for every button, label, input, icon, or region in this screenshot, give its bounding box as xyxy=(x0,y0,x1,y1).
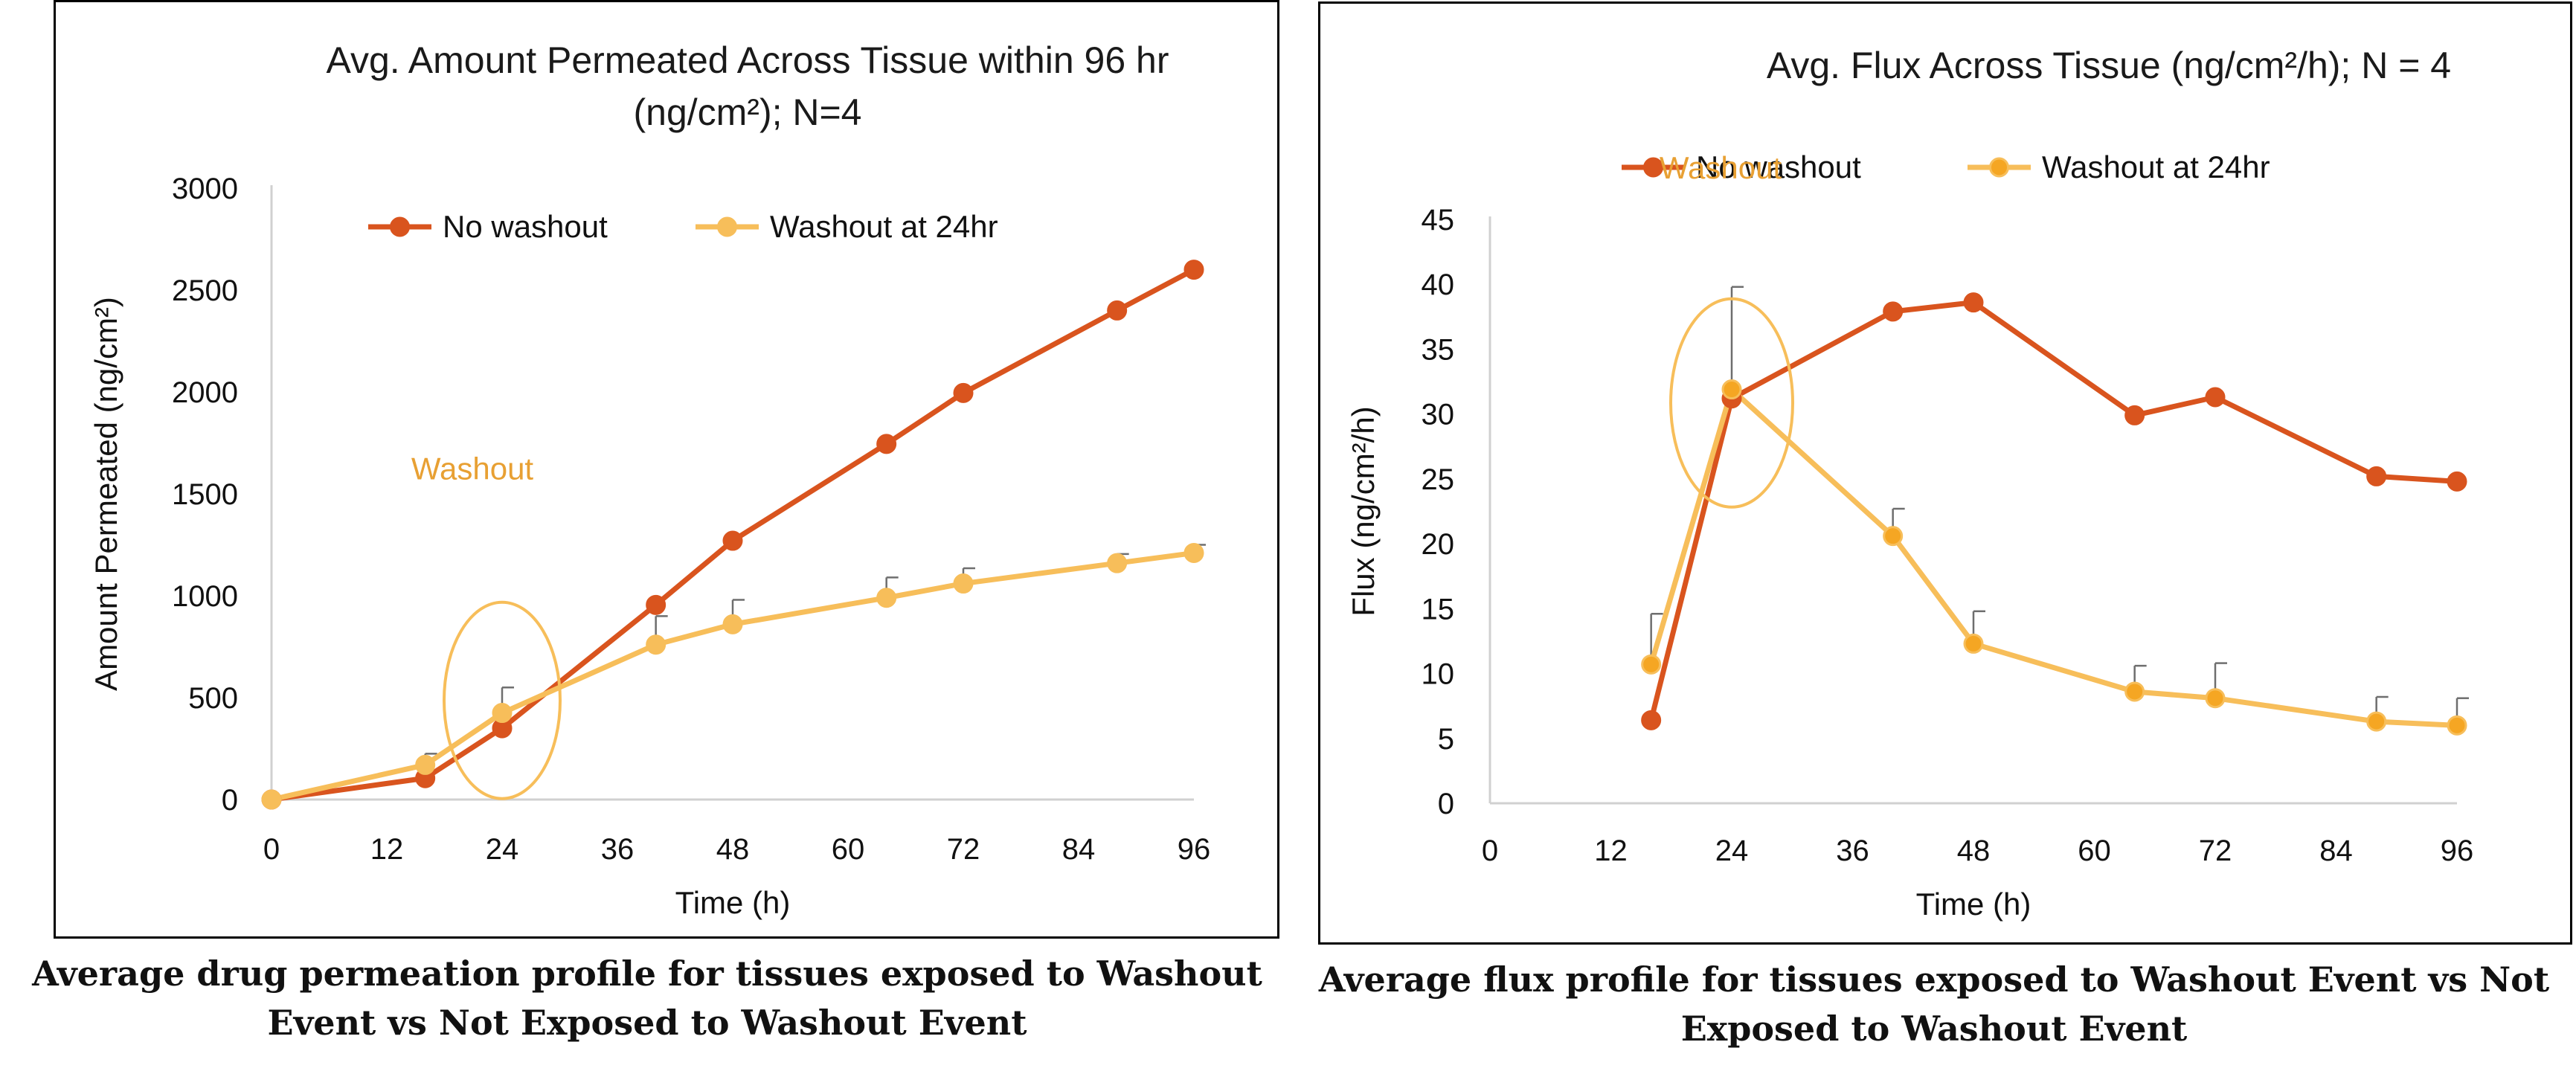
permeation-chart: Avg. Amount Permeated Across Tissue with… xyxy=(89,39,1211,920)
data-point-no-washout xyxy=(722,530,743,551)
x-axis-label: Time (h) xyxy=(675,885,791,920)
x-tick-label: 0 xyxy=(1482,835,1498,867)
washout-annotation-label: Washout xyxy=(411,451,534,486)
permeation-chart-caption: Average drug permeation profile for tiss… xyxy=(32,954,1262,1043)
data-point-no-washout xyxy=(2447,471,2467,492)
x-tick-label: 36 xyxy=(601,833,635,866)
data-point-no-washout xyxy=(1883,301,1904,322)
x-tick-label: 96 xyxy=(2441,835,2474,867)
legend-marker xyxy=(1643,157,1663,178)
y-axis-label: Flux (ng/cm²/h) xyxy=(1346,406,1381,616)
legend-marker xyxy=(390,216,410,237)
x-tick-label: 84 xyxy=(2319,835,2353,867)
x-tick-label: 60 xyxy=(2078,835,2111,867)
chart-title: Avg. Amount Permeated Across Tissue with… xyxy=(327,39,1169,81)
x-tick-label: 0 xyxy=(263,833,280,866)
y-tick-label: 500 xyxy=(188,682,238,715)
legend-label: Washout at 24hr xyxy=(2042,149,2270,184)
data-point-washout xyxy=(415,754,436,775)
data-point-no-washout xyxy=(646,594,667,615)
data-point-no-washout xyxy=(1963,292,1984,313)
data-point-no-washout xyxy=(2366,466,2387,486)
data-point-washout xyxy=(1883,526,1904,547)
x-tick-label: 96 xyxy=(1178,833,1211,866)
data-point-no-washout xyxy=(876,434,897,454)
x-tick-label: 12 xyxy=(370,833,404,866)
data-point-washout xyxy=(876,588,897,608)
x-tick-label: 72 xyxy=(947,833,980,866)
data-point-no-washout xyxy=(1107,300,1128,321)
flux-chart: Avg. Flux Across Tissue (ng/cm²/h); N = … xyxy=(1346,45,2474,922)
washout-highlight-ellipse xyxy=(443,600,562,800)
data-point-washout xyxy=(1641,654,1662,675)
chart-title: (ng/cm²); N=4 xyxy=(633,91,861,133)
data-point-washout xyxy=(2124,681,2145,702)
washout-annotation-label: Washout xyxy=(1660,150,1782,185)
y-tick-label: 40 xyxy=(1422,268,1455,301)
series-line-washout xyxy=(1648,387,2458,728)
legend-marker xyxy=(717,216,737,237)
y-tick-label: 2000 xyxy=(172,376,238,409)
x-tick-label: 48 xyxy=(716,833,750,866)
data-point-washout xyxy=(2366,711,2387,732)
data-point-washout xyxy=(1721,379,1742,400)
data-point-washout xyxy=(1183,542,1204,563)
x-tick-label: 84 xyxy=(1062,833,1096,866)
y-tick-label: 3000 xyxy=(172,173,238,205)
chart-title: Avg. Flux Across Tissue (ng/cm²/h); N = … xyxy=(1767,45,2451,86)
y-axis-label: Amount Permeated (ng/cm²) xyxy=(89,297,123,691)
series-line-washout xyxy=(271,550,1195,803)
data-point-washout xyxy=(953,573,974,594)
flux-chart-frame: Avg. Flux Across Tissue (ng/cm²/h); N = … xyxy=(1318,1,2572,945)
y-tick-label: 30 xyxy=(1422,399,1455,431)
flux-chart-caption: Average flux profile for tissues exposed… xyxy=(1318,959,2550,1049)
washout-highlight-ellipse xyxy=(1669,297,1794,509)
permeation-chart-frame: Avg. Amount Permeated Across Tissue with… xyxy=(54,0,1279,939)
data-point-no-washout xyxy=(953,382,974,403)
x-axis-label: Time (h) xyxy=(1916,887,2031,922)
y-tick-label: 35 xyxy=(1422,333,1455,366)
y-tick-label: 0 xyxy=(222,784,238,817)
y-tick-label: 5 xyxy=(1438,723,1454,756)
x-tick-label: 12 xyxy=(1594,835,1628,867)
y-tick-label: 10 xyxy=(1422,658,1455,691)
legend-marker xyxy=(1989,157,2009,178)
y-tick-label: 20 xyxy=(1422,528,1455,561)
data-point-washout xyxy=(2447,715,2467,736)
legend-label: No washout xyxy=(1696,149,1861,184)
legend-label: Washout at 24hr xyxy=(770,209,998,244)
data-point-washout xyxy=(1107,553,1128,573)
y-tick-label: 2500 xyxy=(172,274,238,307)
data-point-no-washout xyxy=(2124,405,2145,425)
y-tick-label: 25 xyxy=(1422,463,1455,496)
data-point-no-washout xyxy=(1641,710,1662,730)
legend-label: No washout xyxy=(443,209,608,244)
data-point-washout xyxy=(646,634,667,655)
y-tick-label: 45 xyxy=(1422,204,1455,237)
data-point-washout xyxy=(2205,688,2226,709)
y-tick-label: 15 xyxy=(1422,593,1455,626)
data-point-washout xyxy=(261,789,282,810)
y-tick-label: 0 xyxy=(1438,788,1454,820)
x-tick-label: 60 xyxy=(832,833,865,866)
x-tick-label: 48 xyxy=(1957,835,1991,867)
y-tick-label: 1500 xyxy=(172,478,238,511)
data-point-washout xyxy=(1963,633,1984,654)
data-point-washout xyxy=(722,614,743,634)
x-tick-label: 72 xyxy=(2199,835,2232,867)
data-point-washout xyxy=(492,703,513,724)
y-tick-label: 1000 xyxy=(172,580,238,613)
x-tick-label: 24 xyxy=(486,833,519,866)
data-point-no-washout xyxy=(1183,260,1204,280)
x-tick-label: 36 xyxy=(1836,835,1869,867)
data-point-no-washout xyxy=(2205,387,2226,408)
x-tick-label: 24 xyxy=(1715,835,1749,867)
series-line-no-washout xyxy=(1648,300,2458,721)
